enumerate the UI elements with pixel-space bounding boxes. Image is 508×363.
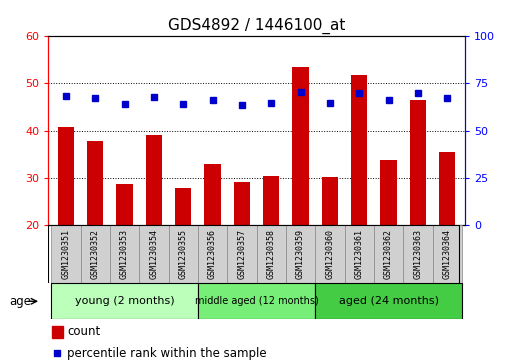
Bar [204, 164, 220, 225]
FancyBboxPatch shape [344, 225, 374, 283]
Text: GSM1230358: GSM1230358 [267, 229, 276, 279]
Text: GSM1230360: GSM1230360 [326, 229, 334, 279]
FancyBboxPatch shape [198, 283, 315, 319]
FancyBboxPatch shape [315, 225, 344, 283]
Bar [439, 152, 455, 225]
Bar [87, 141, 103, 225]
Text: age: age [10, 295, 31, 308]
Text: percentile rank within the sample: percentile rank within the sample [67, 347, 267, 360]
FancyBboxPatch shape [169, 225, 198, 283]
FancyBboxPatch shape [403, 225, 432, 283]
Text: GSM1230359: GSM1230359 [296, 229, 305, 279]
Text: GSM1230353: GSM1230353 [120, 229, 129, 279]
Text: GSM1230356: GSM1230356 [208, 229, 217, 279]
Text: GSM1230364: GSM1230364 [442, 229, 452, 279]
Bar [52, 326, 63, 338]
FancyBboxPatch shape [432, 225, 462, 283]
Text: young (2 months): young (2 months) [75, 296, 174, 306]
FancyBboxPatch shape [110, 225, 139, 283]
Bar [234, 182, 250, 225]
Bar [263, 176, 279, 225]
FancyBboxPatch shape [81, 225, 110, 283]
Text: GSM1230355: GSM1230355 [179, 229, 187, 279]
Text: GSM1230361: GSM1230361 [355, 229, 364, 279]
FancyBboxPatch shape [286, 225, 315, 283]
FancyBboxPatch shape [374, 225, 403, 283]
Bar [116, 184, 133, 225]
Bar [351, 75, 367, 225]
Title: GDS4892 / 1446100_at: GDS4892 / 1446100_at [168, 17, 345, 33]
Text: GSM1230352: GSM1230352 [91, 229, 100, 279]
FancyBboxPatch shape [198, 225, 227, 283]
Bar [175, 188, 192, 225]
FancyBboxPatch shape [227, 225, 257, 283]
FancyBboxPatch shape [51, 283, 198, 319]
Text: GSM1230354: GSM1230354 [149, 229, 158, 279]
Text: middle aged (12 months): middle aged (12 months) [195, 296, 319, 306]
FancyBboxPatch shape [51, 225, 81, 283]
Bar [293, 67, 309, 225]
Text: GSM1230362: GSM1230362 [384, 229, 393, 279]
Bar [380, 160, 397, 225]
Text: GSM1230351: GSM1230351 [61, 229, 71, 279]
Text: GSM1230363: GSM1230363 [414, 229, 422, 279]
Text: GSM1230357: GSM1230357 [237, 229, 246, 279]
Bar [58, 127, 74, 225]
Text: count: count [67, 325, 100, 338]
FancyBboxPatch shape [257, 225, 286, 283]
Bar [146, 135, 162, 225]
FancyBboxPatch shape [315, 283, 462, 319]
Text: aged (24 months): aged (24 months) [338, 296, 438, 306]
Bar [322, 177, 338, 225]
FancyBboxPatch shape [139, 225, 169, 283]
Bar [410, 100, 426, 225]
